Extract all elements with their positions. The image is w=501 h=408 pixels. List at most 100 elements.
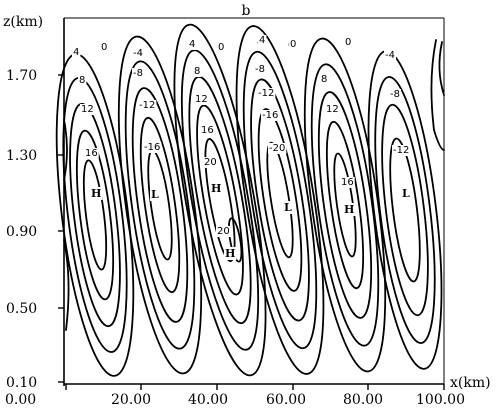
high-marker: H [344, 203, 354, 216]
label-backing [203, 157, 218, 168]
y-axis-title: z(km) [3, 14, 43, 30]
label-backing [289, 39, 298, 50]
contour-value-label: -12 [139, 100, 155, 111]
label-backing [132, 68, 144, 79]
label-backing [258, 35, 267, 46]
x-tick-label: 80.00 [343, 392, 383, 408]
label-backing [384, 50, 396, 61]
x-axis-title: x(km) [450, 375, 491, 391]
label-backing [132, 48, 144, 59]
contour-value-label: 16 [85, 148, 98, 159]
x-tick-label: 20.00 [111, 392, 151, 408]
contour-value-label: -4 [385, 50, 395, 61]
contour-value-label: 16 [201, 125, 214, 136]
low-marker: L [402, 187, 410, 200]
label-backing [257, 88, 276, 99]
contour-ring [381, 103, 429, 317]
contour-value-label: -8 [255, 64, 265, 75]
label-backing [268, 143, 287, 154]
panel-label: b [242, 3, 251, 19]
contour-ring [55, 53, 135, 377]
contour-ring [266, 141, 294, 259]
contour-value-label: 8 [194, 66, 200, 77]
label-backing [143, 142, 162, 153]
contour-ring [374, 76, 436, 344]
contour-value-label: 4 [259, 35, 265, 46]
contour-cell-2 [117, 35, 203, 375]
contour-ring [242, 50, 318, 350]
label-backing [261, 110, 280, 121]
contour-ring [257, 108, 303, 292]
label-backing [200, 125, 215, 136]
contour-value-label: 4 [189, 39, 195, 50]
contour-value-label: 12 [326, 104, 339, 115]
label-backing [283, 201, 293, 214]
label-backing [340, 177, 355, 188]
x-tick-label: 100.00 [416, 392, 465, 408]
y-tick-label: 0.50 [6, 301, 37, 317]
label-backing [72, 47, 81, 58]
contour-ring [82, 159, 108, 271]
plot-frame [63, 17, 445, 386]
contour-ring [139, 116, 181, 294]
contour-ring [147, 149, 173, 261]
x-tick-label: 0.00 [5, 392, 36, 408]
contour-ring [131, 87, 189, 323]
label-backing [210, 182, 223, 195]
label-backing [90, 187, 103, 200]
contour-value-label: 16 [341, 177, 354, 188]
contour-value-label: 8 [321, 74, 327, 85]
contour-ring [325, 120, 365, 290]
contour-value-label: -20 [269, 143, 285, 154]
label-backing [344, 37, 353, 48]
contour-ring [389, 137, 421, 283]
label-backing [389, 89, 401, 100]
label-backing [193, 66, 202, 77]
contour-edge-right [430, 39, 445, 151]
contour-ring [196, 104, 244, 296]
contour-cell-6 [367, 50, 443, 370]
x-tick-labels: 0.00 20.00 40.00 60.00 80.00 100.00 [5, 392, 465, 408]
label-backing [188, 39, 197, 50]
label-backing [138, 100, 157, 111]
label-backing [401, 187, 411, 200]
contour-edge-left [63, 119, 68, 181]
high-marker: H [225, 247, 235, 260]
contour-ring [204, 138, 236, 262]
y-tick-label: 0.10 [6, 375, 37, 391]
y-tick-labels: 1.70 1.30 0.90 0.50 0.10 [6, 68, 37, 391]
high-marker: H [91, 187, 101, 200]
label-backing [100, 42, 109, 53]
contour-ring [250, 78, 310, 322]
contour-value-label: -8 [133, 68, 143, 79]
contour-value-label: 20 [204, 157, 217, 168]
high-marker: H [211, 182, 221, 195]
label-backing [80, 104, 95, 115]
contour-value-label: 12 [81, 104, 94, 115]
contour-value-label: -12 [393, 145, 409, 156]
y-tick-label: 1.30 [6, 148, 37, 164]
contour-ring [188, 75, 252, 325]
label-backing [194, 94, 209, 105]
contour-value-label: 8 [79, 75, 85, 86]
contour-value-label: -12 [258, 88, 274, 99]
contour-ring [117, 35, 203, 375]
contour-value-label: -16 [262, 110, 278, 121]
contour-cell-1 [55, 53, 135, 377]
contour-value-label: -16 [144, 142, 160, 153]
contour-value-label: 12 [195, 94, 208, 105]
y-tick-label: 0.90 [6, 224, 37, 240]
contour-ring [228, 217, 243, 263]
contour-value-label: 4 [73, 47, 79, 58]
contour-value-labels: 4 0 -4 8 -8 12 -12 16 -16 4 0 8 12 16 20… [72, 35, 411, 237]
contour-edge-right [438, 41, 445, 96]
center-markers: H L H H L H L [90, 182, 411, 260]
low-marker: L [284, 201, 292, 214]
contour-ring [69, 102, 121, 328]
label-backing [78, 75, 87, 86]
label-backing [150, 188, 160, 201]
contour-value-label: 20 [217, 226, 230, 237]
label-backing [84, 148, 99, 159]
label-backing [392, 145, 411, 156]
label-backing [216, 226, 231, 237]
